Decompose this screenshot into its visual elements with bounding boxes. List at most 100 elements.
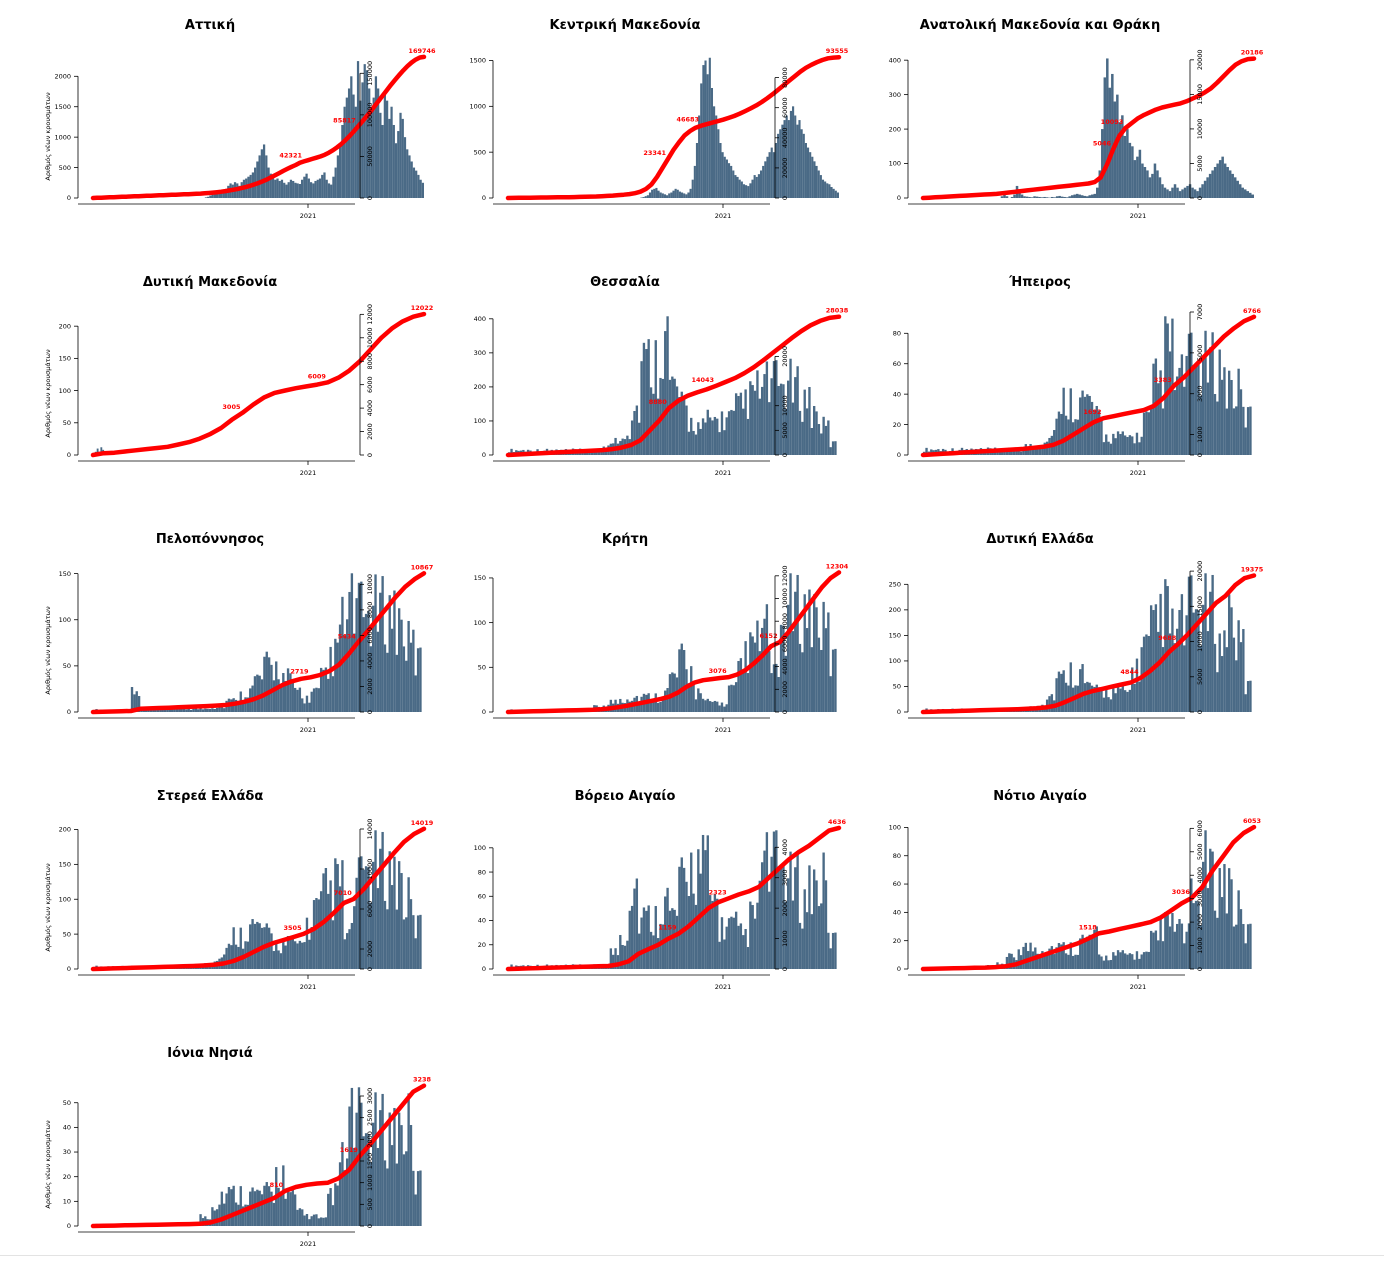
bar xyxy=(655,188,657,198)
bar xyxy=(256,675,258,712)
bar xyxy=(739,180,741,198)
chart-svg: 9355546683233410500100015000200004000060… xyxy=(415,10,855,250)
bar xyxy=(760,171,762,199)
bar xyxy=(214,709,216,712)
bar xyxy=(1237,369,1239,455)
bar xyxy=(1081,391,1083,455)
bar xyxy=(695,435,697,455)
bar xyxy=(355,598,357,712)
bar xyxy=(808,387,810,455)
bar xyxy=(1081,664,1083,712)
bar xyxy=(1149,177,1152,198)
y-tick-label: 0 xyxy=(67,194,71,202)
annotation-label: 2719 xyxy=(290,667,309,675)
bar xyxy=(801,652,803,712)
bar xyxy=(1074,955,1076,969)
y2-tick-label: 100000 xyxy=(366,102,374,127)
bar xyxy=(660,193,662,199)
bar xyxy=(796,853,798,969)
bar xyxy=(389,1113,391,1226)
bar xyxy=(824,182,826,199)
y2-tick-label: 2000 xyxy=(781,900,789,917)
bar xyxy=(1226,409,1228,455)
bar xyxy=(374,1092,376,1226)
bar xyxy=(308,1219,310,1226)
bar xyxy=(1065,953,1067,969)
y2-tick-label: 6000 xyxy=(366,376,374,393)
bar xyxy=(806,912,808,969)
bar xyxy=(1136,659,1138,712)
bar xyxy=(726,417,728,455)
bar xyxy=(1126,692,1128,712)
bar xyxy=(366,70,368,198)
bar xyxy=(240,928,242,969)
bar xyxy=(294,1194,296,1226)
bar xyxy=(1235,660,1237,712)
y-tick-label: 100 xyxy=(889,824,901,832)
chart-svg: 1086754342719050100150020004000600080001… xyxy=(0,524,440,764)
bar xyxy=(400,873,402,969)
bar xyxy=(657,703,659,712)
bar xyxy=(683,398,685,455)
bar xyxy=(339,143,341,198)
bar xyxy=(702,699,704,712)
bar xyxy=(268,928,270,969)
bar xyxy=(723,940,725,970)
bar xyxy=(337,864,339,969)
bar xyxy=(1070,662,1072,712)
y-tick-label: 40 xyxy=(893,390,901,398)
bar xyxy=(758,174,760,198)
bar xyxy=(334,1183,336,1226)
y-tick-label: 0 xyxy=(67,965,71,973)
bar xyxy=(1067,955,1069,969)
bar xyxy=(206,709,208,712)
bar xyxy=(721,703,723,712)
bar xyxy=(818,424,820,455)
bar xyxy=(388,119,390,198)
bar xyxy=(704,423,706,456)
y-tick-label: 0 xyxy=(482,194,486,202)
bar xyxy=(695,905,697,969)
bar xyxy=(735,912,737,969)
bar xyxy=(811,428,813,455)
bar xyxy=(223,1204,225,1226)
bar xyxy=(1164,912,1166,969)
bar xyxy=(796,366,798,455)
bar xyxy=(825,426,827,455)
bar xyxy=(1138,959,1140,969)
bar xyxy=(1171,188,1174,198)
bar xyxy=(1124,953,1126,969)
bar xyxy=(1115,438,1117,455)
bar xyxy=(259,1191,261,1226)
bar xyxy=(1209,174,1212,198)
bar xyxy=(1193,903,1195,969)
annotation-label: 9688 xyxy=(1158,634,1177,642)
bar xyxy=(351,573,353,712)
bar xyxy=(303,1216,305,1226)
bar xyxy=(653,189,655,198)
bar xyxy=(1236,181,1239,198)
bar xyxy=(714,417,716,455)
bar xyxy=(1107,442,1109,455)
bar xyxy=(419,1171,421,1226)
bar xyxy=(1134,160,1137,198)
y-tick-label: 400 xyxy=(889,56,901,64)
bar xyxy=(674,910,676,969)
bar xyxy=(1117,431,1119,455)
bar xyxy=(1098,954,1100,969)
bar xyxy=(669,674,671,712)
y-tick-label: 150 xyxy=(59,570,71,578)
bar xyxy=(811,647,813,712)
bar xyxy=(669,380,671,455)
y-tick-label: 200 xyxy=(889,606,901,614)
chart-svg: 6053303615180204060801000100020003000400… xyxy=(830,781,1270,1021)
bar xyxy=(721,411,723,455)
bar xyxy=(715,116,717,199)
bar xyxy=(709,701,711,712)
cumulative-line xyxy=(93,314,424,455)
bar xyxy=(329,1188,331,1226)
bar xyxy=(393,857,395,969)
bar xyxy=(270,933,272,969)
bar xyxy=(1068,196,1071,198)
